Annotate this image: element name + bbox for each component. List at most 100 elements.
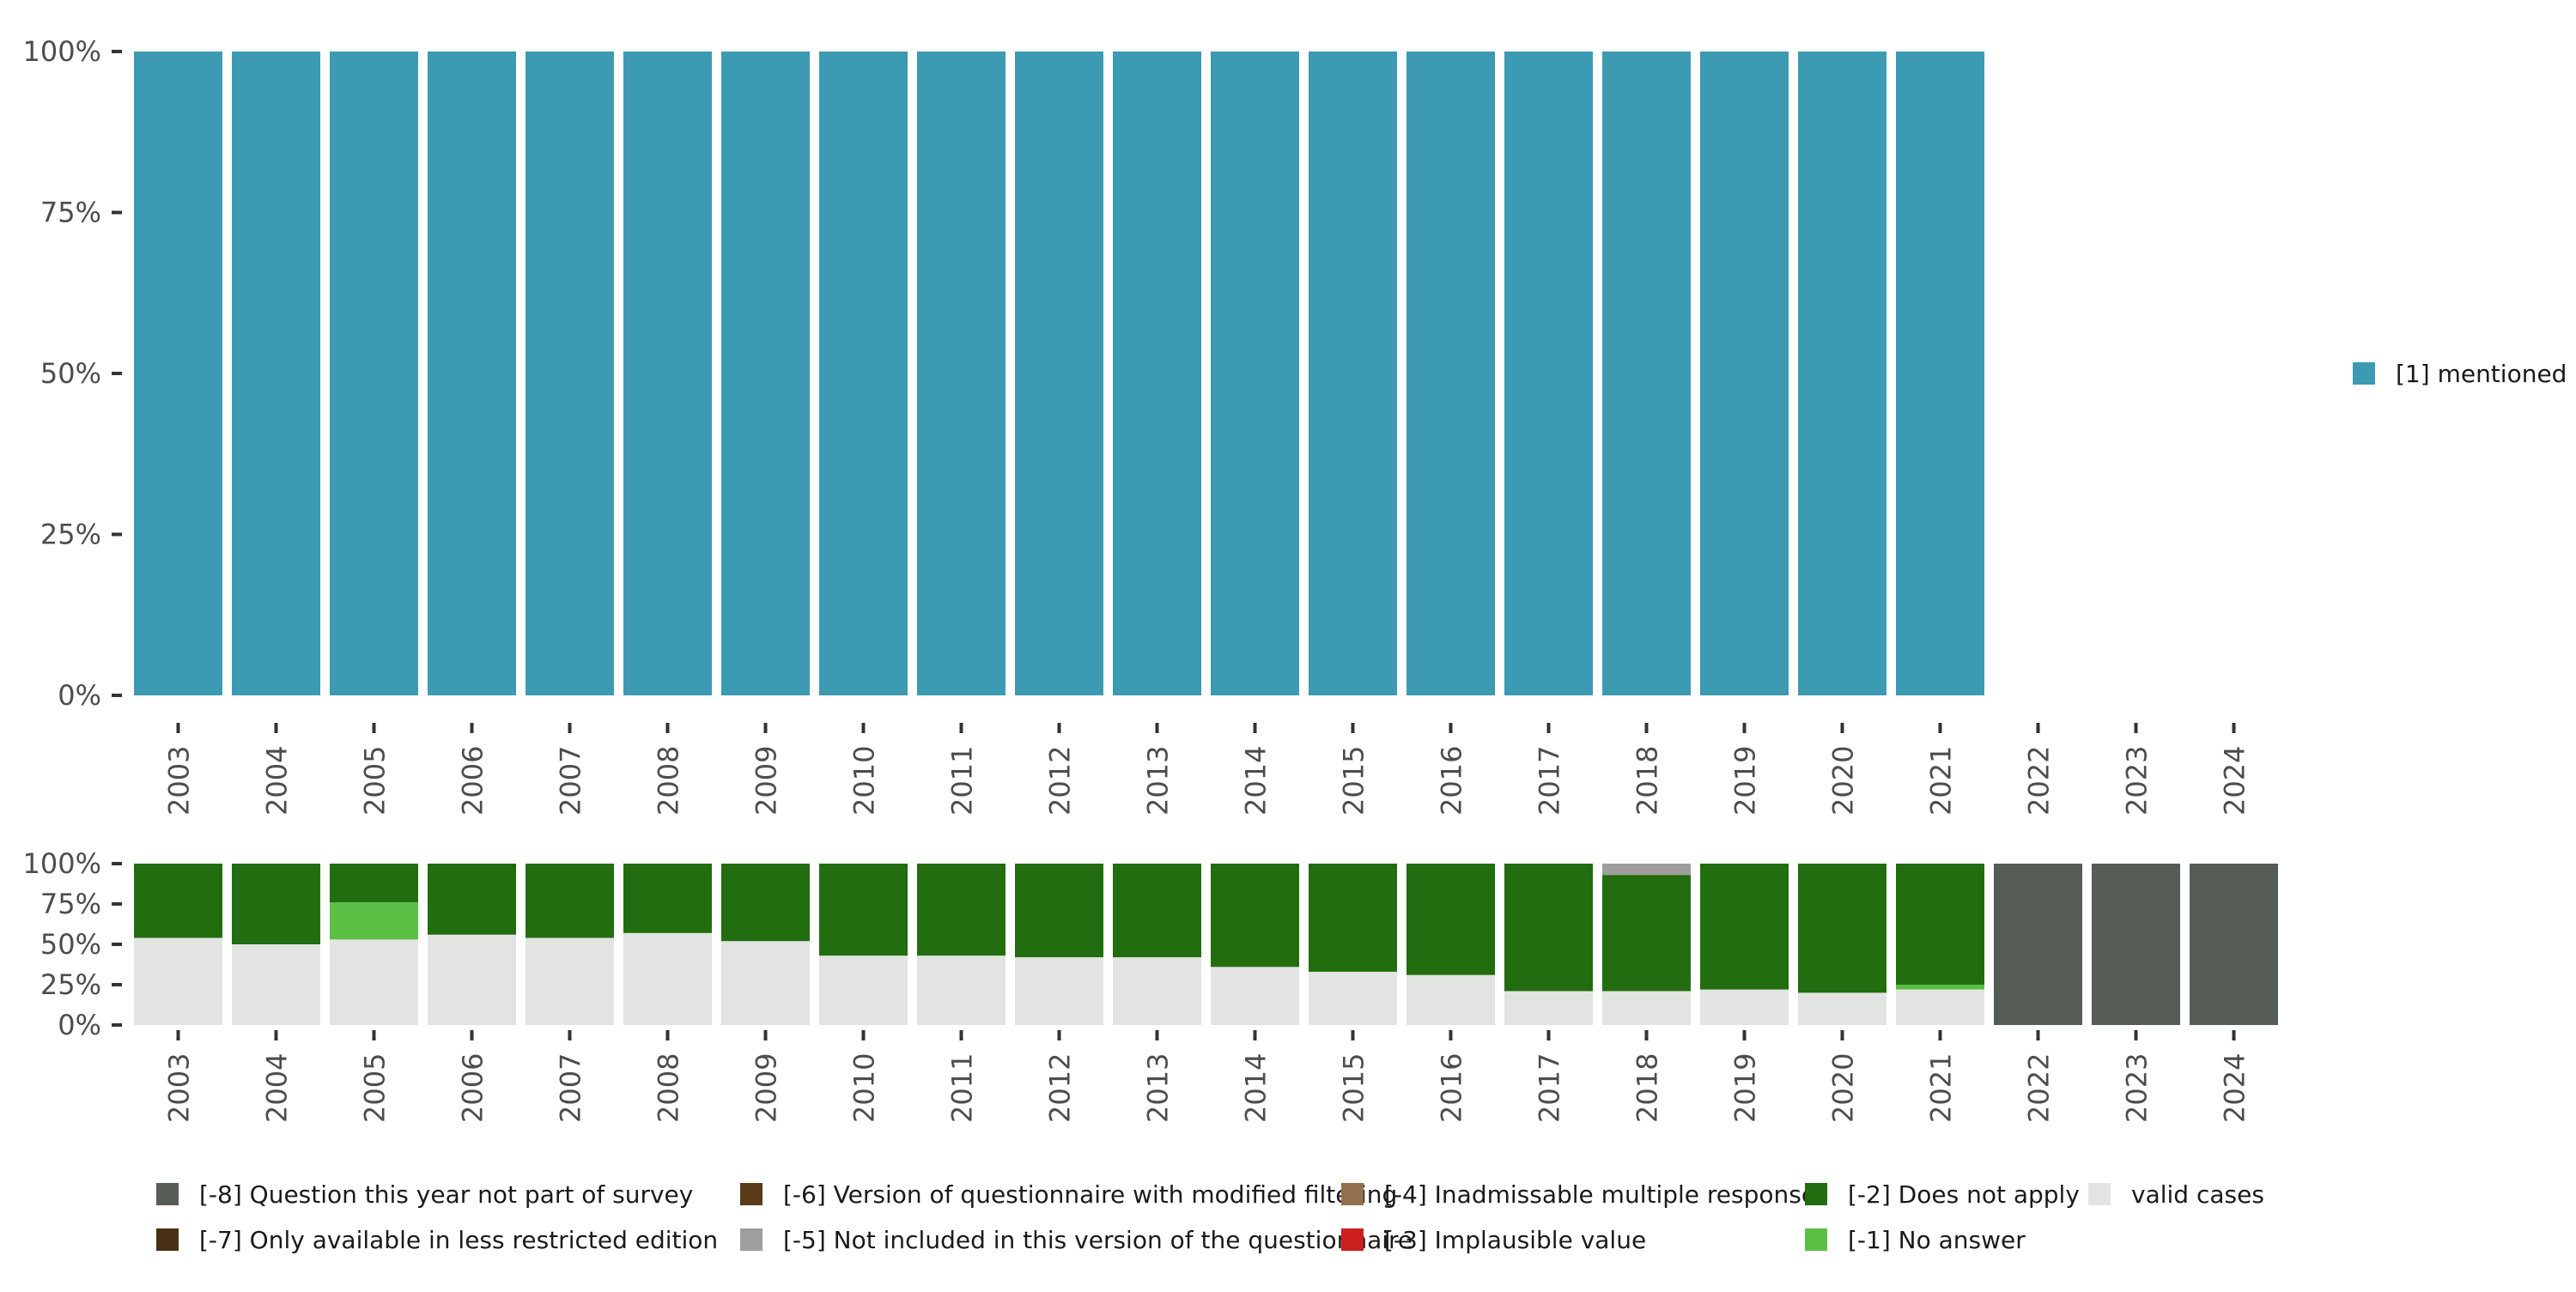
bar-segment: [917, 955, 1005, 1025]
legend-label: [-5] Not included in this version of the…: [783, 1226, 1413, 1254]
bar-segment: [1602, 864, 1691, 876]
x-tick-label: 2005: [359, 746, 392, 816]
legend-label: [-1] No answer: [1848, 1226, 2026, 1254]
bar-segment: [819, 955, 908, 1025]
x-tick-label: 2014: [1240, 1053, 1273, 1123]
legend-label: [-4] Inadmissable multiple response: [1384, 1180, 1816, 1209]
bar-segment: [1504, 864, 1593, 992]
y-tick-label: 100%: [23, 847, 101, 880]
chart-panel-1: 0% 25% 50% 75% 100% 2003 2004 2005 2006 2007 2008 2…: [23, 35, 2567, 816]
bar-segment: [819, 52, 908, 695]
x-tick-label: 2004: [261, 1053, 294, 1123]
bar-segment: [721, 864, 810, 942]
x-tick-label: 2006: [457, 746, 489, 816]
x-tick-label: 2017: [1534, 746, 1566, 816]
bar-segment: [1896, 864, 1984, 985]
x-tick-label: 2004: [261, 746, 294, 816]
x-tick-label: 2024: [2219, 1053, 2251, 1123]
bar-segment: [134, 937, 222, 1025]
bar-segment: [330, 864, 418, 903]
x-tick-label: 2013: [1142, 746, 1175, 816]
legend-label: [-2] Does not apply: [1848, 1180, 2080, 1209]
x-tick-label: 2021: [1925, 1053, 1958, 1123]
bar-segment: [232, 864, 320, 944]
chart-panel-2: 0% 25% 50% 75% 100% 2003 2004 2005 2006 2007 2008 2…: [23, 847, 2278, 1254]
bar-segment: [623, 932, 712, 1025]
legend-swatch: [156, 1183, 179, 1205]
legend-swatch: [2353, 362, 2375, 385]
y-tick-label: 25%: [40, 968, 101, 1001]
x-tick-label: 2021: [1925, 746, 1958, 816]
x-tick-label: 2011: [946, 1053, 979, 1123]
x-tick-label: 2024: [2219, 746, 2251, 816]
x-tick-label: 2020: [1827, 1053, 1860, 1123]
bar-segment: [232, 52, 320, 695]
x-tick-label: 2015: [1338, 746, 1370, 816]
bar-segment: [1211, 967, 1299, 1025]
x-tick-label: 2022: [2023, 746, 2056, 816]
bar-segment: [1896, 52, 1984, 695]
x-tick-label: 2008: [653, 746, 685, 816]
bar-segment: [526, 937, 614, 1025]
x-tick-label: 2012: [1044, 1053, 1077, 1123]
bar-segment: [1015, 52, 1103, 695]
bar-segment: [1309, 864, 1397, 972]
bar-segment: [1602, 875, 1691, 992]
y-tick-label: 50%: [40, 928, 101, 961]
bar-segment: [1602, 991, 1691, 1025]
bar-segment: [1700, 864, 1789, 990]
bar-segment: [330, 902, 418, 940]
x-tick-label: 2010: [848, 746, 881, 816]
legend-label: [-6] Version of questionnaire with modif…: [783, 1180, 1397, 1209]
legend-swatch: [1341, 1228, 1364, 1251]
bar-segment: [1798, 864, 1886, 993]
x-tick-label: 2022: [2023, 1053, 2056, 1123]
legend-swatch: [156, 1228, 179, 1251]
bar-segment: [1602, 52, 1691, 695]
y-tick-label: 100%: [23, 35, 101, 68]
y-tick-label: 25%: [40, 519, 101, 551]
x-tick-label: 2016: [1436, 746, 1468, 816]
x-tick-label: 2009: [750, 1053, 783, 1123]
bar-segment: [917, 52, 1005, 695]
bar-segment: [1211, 864, 1299, 967]
legend-label: [-3] Implausible value: [1384, 1226, 1646, 1254]
x-tick-label: 2009: [750, 746, 783, 816]
bar-segment: [428, 934, 516, 1025]
bar-segment: [330, 939, 418, 1025]
x-tick-label: 2006: [457, 1053, 489, 1123]
bar-segment: [1896, 985, 1984, 990]
bar-segment: [526, 52, 614, 695]
bar-segment: [623, 864, 712, 933]
x-tick-label: 2023: [2121, 1053, 2154, 1123]
bar-segment: [134, 52, 222, 695]
bar-segment: [1309, 52, 1397, 695]
bar-segment: [1113, 52, 1201, 695]
bar-segment: [1406, 974, 1495, 1025]
y-tick-label: 75%: [40, 197, 101, 229]
x-tick-label: 2023: [2121, 746, 2154, 816]
bar-segment: [721, 941, 810, 1025]
bar-segment: [1994, 864, 2082, 1025]
bar-segment: [819, 864, 908, 956]
bar-segment: [1309, 971, 1397, 1025]
bar-segment: [1504, 991, 1593, 1025]
bar-segment: [330, 52, 418, 695]
bar-segment: [1015, 957, 1103, 1025]
bar-segment: [1406, 52, 1495, 695]
x-tick-label: 2003: [163, 1053, 196, 1123]
x-tick-label: 2008: [653, 1053, 685, 1123]
bar-segment: [1700, 52, 1789, 695]
bar-segment: [1113, 957, 1201, 1025]
bar-segment: [917, 864, 1005, 956]
bar-segment: [1211, 52, 1299, 695]
legend-label: [-8] Question this year not part of surv…: [199, 1180, 693, 1209]
x-tick-label: 2016: [1436, 1053, 1468, 1123]
bar-segment: [2092, 864, 2180, 1025]
bar-segment: [428, 52, 516, 695]
x-tick-label: 2015: [1338, 1053, 1370, 1123]
x-tick-label: 2020: [1827, 746, 1860, 816]
legend-swatch: [740, 1228, 762, 1251]
legend-label: [-7] Only available in less restricted e…: [199, 1226, 718, 1254]
bar-segment: [1798, 52, 1886, 695]
